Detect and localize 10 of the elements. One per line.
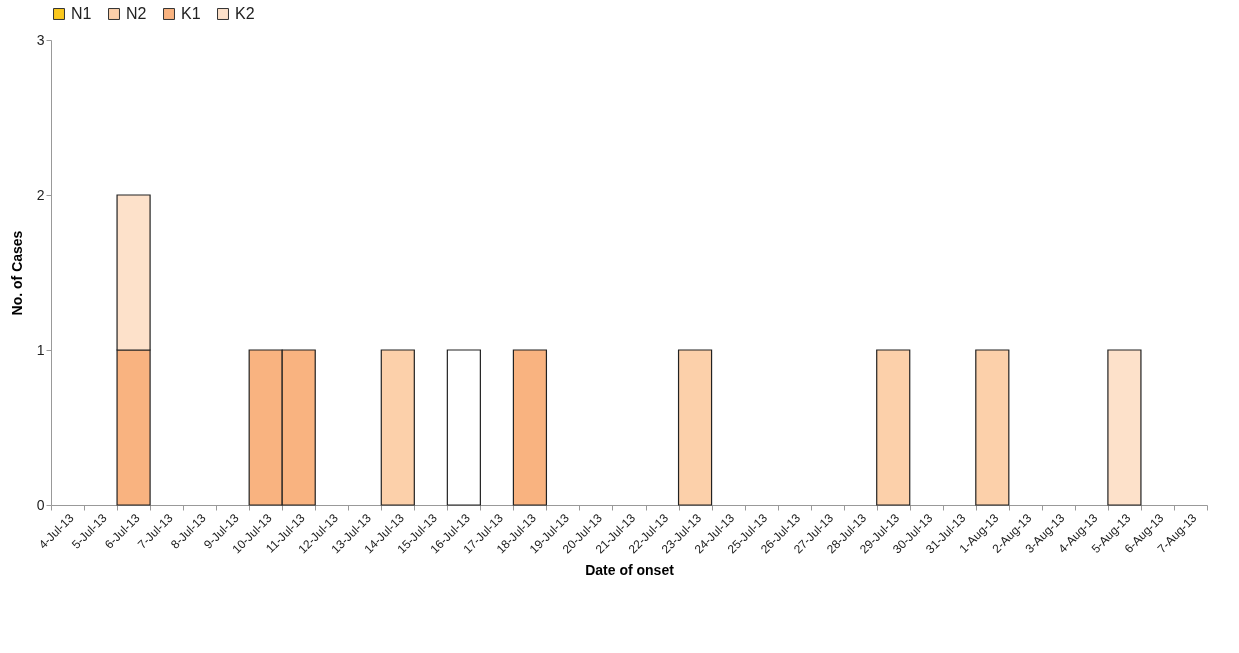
legend-label: K2 <box>235 5 255 22</box>
y-axis-title: No. of Cases <box>8 230 25 316</box>
x-axis-title: Date of onset <box>585 561 675 578</box>
y-tick-label: 2 <box>36 186 45 203</box>
y-tick-label: 0 <box>36 496 45 513</box>
y-tick-label: 1 <box>36 341 45 358</box>
legend-label: K1 <box>181 5 201 22</box>
legend-label: N1 <box>71 5 92 22</box>
legend-label: N2 <box>126 5 147 22</box>
y-tick-label: 3 <box>36 31 45 48</box>
